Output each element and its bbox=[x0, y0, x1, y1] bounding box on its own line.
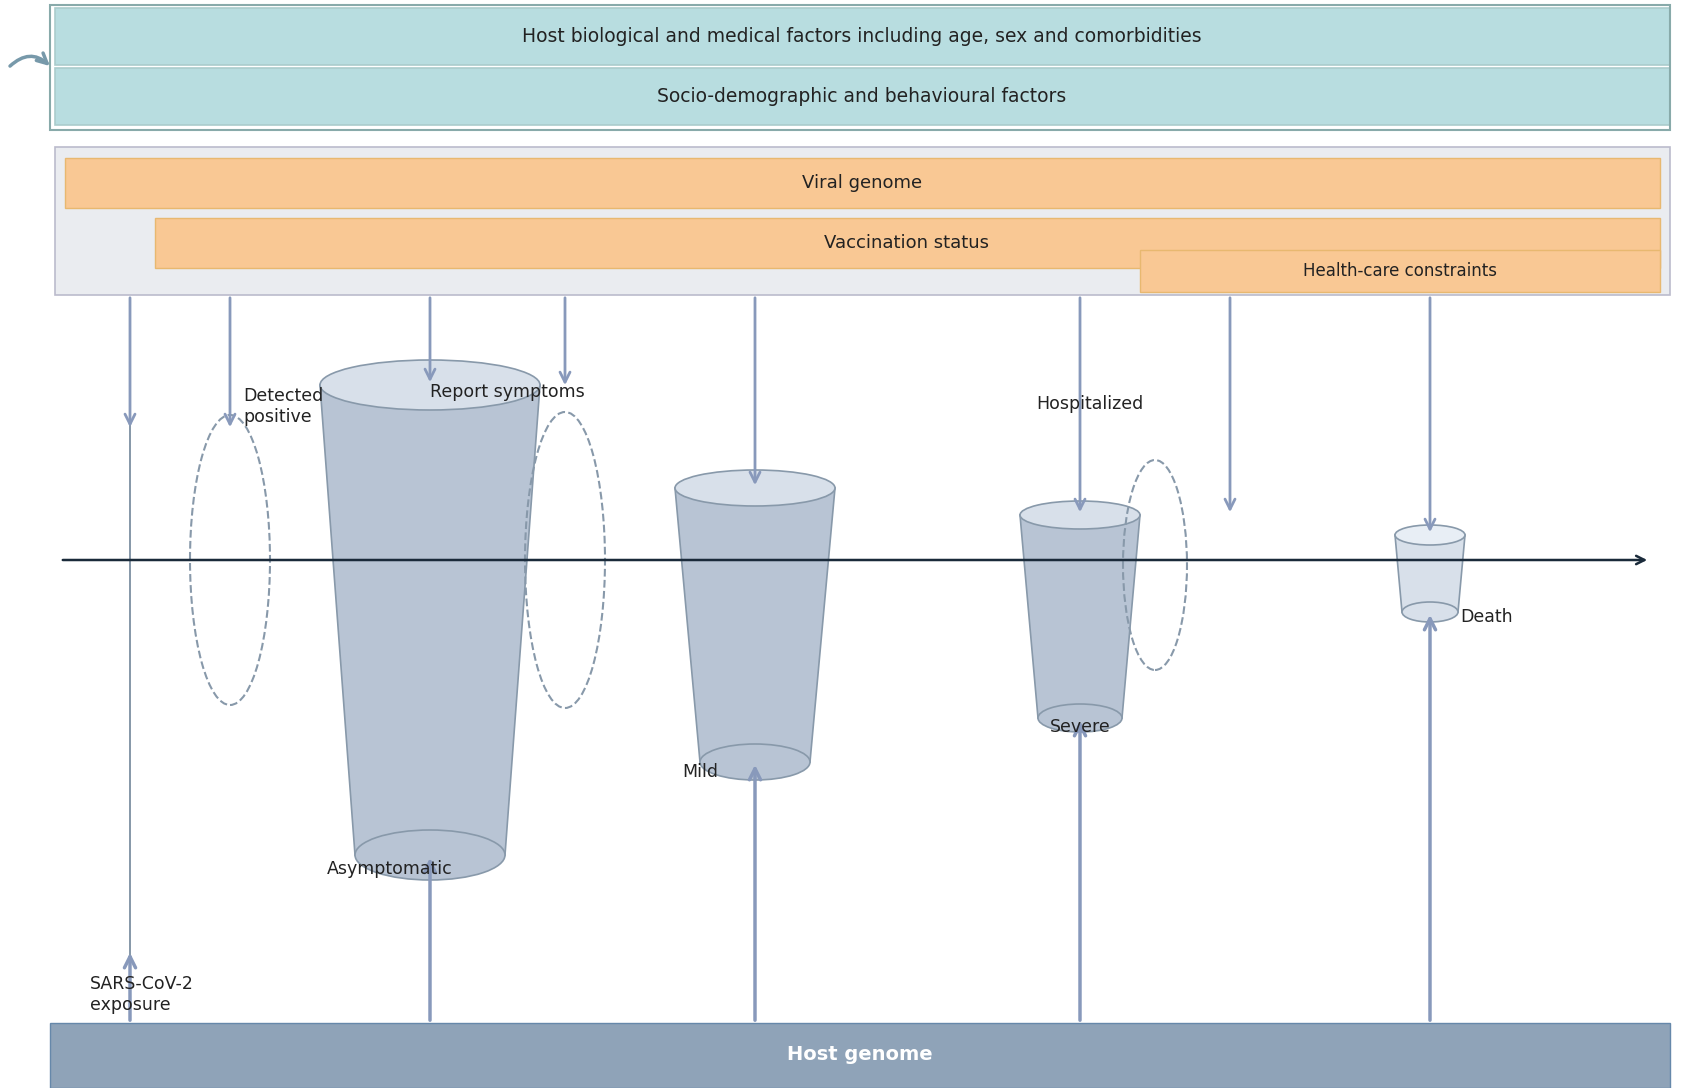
Text: Report symptoms: Report symptoms bbox=[430, 383, 586, 401]
Text: Health-care constraints: Health-care constraints bbox=[1302, 262, 1497, 280]
Text: Mild: Mild bbox=[683, 763, 719, 781]
Polygon shape bbox=[1021, 515, 1140, 718]
Text: Severe: Severe bbox=[1050, 718, 1110, 735]
Ellipse shape bbox=[1038, 704, 1121, 732]
Text: SARS-CoV-2
exposure: SARS-CoV-2 exposure bbox=[90, 975, 195, 1014]
FancyBboxPatch shape bbox=[50, 1023, 1669, 1088]
Ellipse shape bbox=[355, 830, 505, 880]
Text: Detected
positive: Detected positive bbox=[242, 387, 323, 425]
Text: Viral genome: Viral genome bbox=[802, 174, 922, 191]
Polygon shape bbox=[1395, 535, 1465, 611]
Text: Asymptomatic: Asymptomatic bbox=[328, 860, 452, 878]
FancyBboxPatch shape bbox=[55, 8, 1669, 65]
FancyBboxPatch shape bbox=[55, 147, 1669, 295]
Ellipse shape bbox=[1021, 500, 1140, 529]
FancyBboxPatch shape bbox=[55, 67, 1669, 125]
Ellipse shape bbox=[319, 360, 539, 410]
FancyBboxPatch shape bbox=[1140, 250, 1659, 292]
Text: Vaccination status: Vaccination status bbox=[824, 234, 990, 252]
Text: Death: Death bbox=[1459, 608, 1512, 626]
Polygon shape bbox=[319, 385, 539, 855]
Text: Host genome: Host genome bbox=[787, 1046, 932, 1064]
Ellipse shape bbox=[700, 744, 811, 780]
FancyBboxPatch shape bbox=[155, 218, 1659, 268]
Polygon shape bbox=[674, 489, 835, 762]
FancyBboxPatch shape bbox=[65, 158, 1659, 208]
Text: Socio-demographic and behavioural factors: Socio-demographic and behavioural factor… bbox=[657, 87, 1067, 106]
Ellipse shape bbox=[1401, 602, 1458, 622]
Ellipse shape bbox=[1395, 526, 1465, 545]
Ellipse shape bbox=[674, 470, 835, 506]
Text: Hospitalized: Hospitalized bbox=[1036, 395, 1144, 413]
Text: Host biological and medical factors including age, sex and comorbidities: Host biological and medical factors incl… bbox=[522, 26, 1202, 46]
